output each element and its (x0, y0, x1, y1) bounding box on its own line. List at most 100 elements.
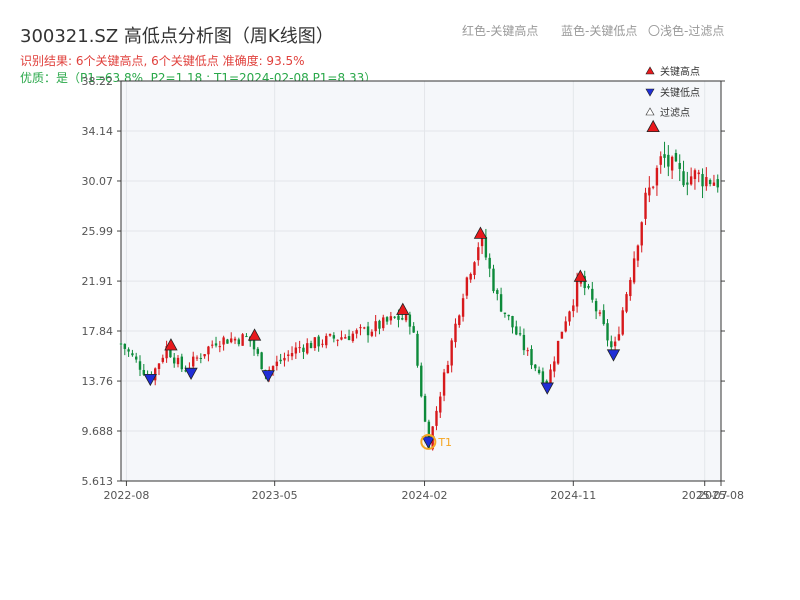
candle-body (256, 348, 260, 354)
candle-body (598, 312, 602, 314)
candle-body (575, 280, 579, 307)
candle-body (309, 343, 313, 349)
candle-body (503, 312, 507, 314)
candle-body (712, 182, 716, 186)
candle-body (473, 262, 476, 276)
key-high-marker (573, 269, 588, 282)
candle-body (389, 316, 393, 321)
candle-body (553, 361, 556, 372)
candle-body (602, 310, 605, 325)
candle-body (659, 156, 662, 165)
key-low-marker (421, 436, 436, 449)
candle-body (366, 326, 370, 336)
x-tick-label: 2023-05 (252, 489, 298, 502)
candle-body (184, 370, 187, 372)
candle-body (298, 347, 301, 349)
candle-body (515, 326, 518, 335)
candle-body (606, 323, 609, 341)
candle-body (499, 294, 503, 312)
candle-body (374, 321, 377, 332)
candle-body (423, 395, 427, 422)
candle-body (640, 222, 643, 246)
candle-body (260, 352, 263, 370)
candle-body (507, 314, 510, 317)
candle-body (401, 318, 404, 320)
candle-body (340, 337, 343, 340)
candle-body (336, 339, 339, 341)
candle-body (325, 335, 328, 346)
candle-body (655, 167, 659, 186)
candle-body (625, 294, 628, 312)
candle-body (385, 317, 389, 322)
candle-body (138, 361, 142, 370)
candle-body (404, 313, 408, 321)
candle-body (382, 317, 385, 329)
candle-body (458, 315, 461, 326)
candle-body (127, 349, 130, 352)
key-high-marker (473, 226, 488, 239)
legend-filtered: 〇浅色-过滤点 (648, 24, 725, 38)
candle-body (522, 334, 526, 351)
candle-body (697, 172, 700, 175)
key-low-marker (261, 370, 275, 383)
candle-body (408, 314, 412, 327)
candle-body (674, 152, 678, 162)
candle-body (556, 340, 560, 364)
t1-ring (420, 433, 437, 450)
candle-body (222, 337, 225, 345)
candle-body (446, 364, 450, 374)
candle-body (629, 279, 632, 297)
key-high-marker (646, 119, 660, 133)
candle-body (636, 245, 640, 261)
candle-body (332, 335, 336, 339)
candle-body (480, 235, 484, 247)
legend-low-symbol (645, 88, 655, 97)
candle-body (279, 359, 282, 362)
candle-body (549, 369, 552, 386)
candle-body (211, 344, 214, 346)
candle-body (632, 258, 636, 283)
candle-body (344, 337, 347, 339)
candle-body (477, 247, 480, 261)
candle-body (237, 339, 241, 345)
candle-body (359, 327, 362, 329)
candle-body (442, 372, 446, 396)
candle-body (705, 177, 708, 187)
candle-body (511, 315, 514, 328)
candle-body (518, 333, 522, 335)
candle-body (416, 333, 419, 366)
candle-body (564, 321, 567, 332)
candle-body (347, 336, 351, 341)
candle-body (317, 336, 320, 347)
candle-body (199, 357, 203, 359)
candle-body (613, 341, 617, 347)
x-tick-label: 2024-11 (550, 489, 596, 502)
candle-body (701, 173, 704, 187)
candle-body (678, 163, 681, 169)
candle-body (283, 357, 286, 361)
legend-label: 过滤点 (660, 106, 690, 119)
x-tick-label: 2024-02 (402, 489, 448, 502)
key-high-marker (164, 338, 178, 351)
candle-body (420, 365, 423, 397)
candle-body (252, 340, 256, 350)
x-tick-label: 2022-08 (103, 489, 149, 502)
candle-body (568, 311, 571, 322)
candle-body (393, 316, 396, 318)
candle-body (693, 170, 697, 180)
legend-high-symbol (645, 66, 655, 75)
y-tick-label: 38.22 (82, 75, 114, 88)
legend-label: 关键高点 (660, 65, 700, 78)
candle-body (583, 276, 586, 289)
y-tick-label: 13.76 (82, 375, 114, 388)
candle-body (173, 357, 176, 364)
candle-body (484, 236, 488, 258)
candle-body (203, 354, 206, 357)
candle-body (119, 343, 123, 345)
candle-body (195, 357, 199, 359)
candle-body (207, 346, 210, 355)
candle-body (370, 331, 374, 336)
candle-body (541, 371, 545, 383)
candle-body (454, 323, 457, 343)
